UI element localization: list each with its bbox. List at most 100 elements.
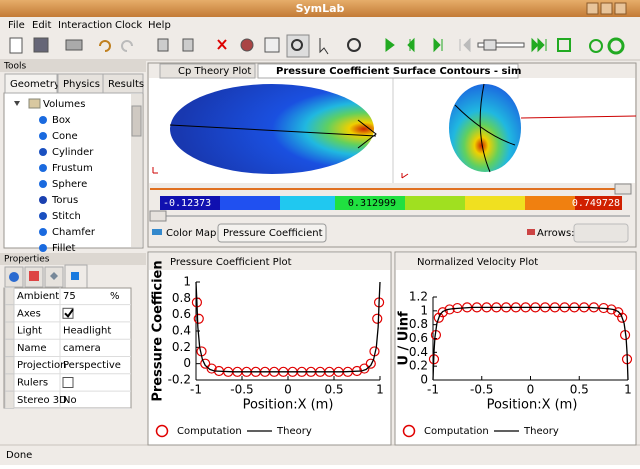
- plot-tab-title[interactable]: Pressure Coefficient Plot: [170, 257, 292, 268]
- tree-view[interactable]: [3, 92, 144, 249]
- tab[interactable]: [102, 73, 144, 94]
- tree-item[interactable]: Chamfer: [52, 227, 96, 238]
- chart: Normalized Velocity Plot-1 -0.5 0 0.5 100.20…: [397, 257, 633, 438]
- x-axis-label: Position:X (m): [487, 398, 578, 413]
- tree-root[interactable]: Volumes: [43, 99, 85, 110]
- menu-item[interactable]: Help: [148, 20, 171, 31]
- title-bar: [0, 0, 640, 17]
- tree-icon: [39, 196, 47, 204]
- menu-item[interactable]: File: [8, 20, 25, 31]
- arrows-select[interactable]: [573, 223, 629, 243]
- x-tick-label: 0.5: [570, 383, 589, 397]
- view-tab[interactable]: [159, 63, 256, 79]
- tree-item[interactable]: Sphere: [52, 179, 87, 190]
- tree-item[interactable]: Stitch: [52, 211, 81, 222]
- row-handle: [4, 286, 15, 306]
- property-value[interactable]: Perspective: [63, 360, 121, 371]
- x-tick-label: -1: [190, 383, 202, 397]
- surface-contour: [170, 84, 374, 174]
- view-tab-label[interactable]: Cp Theory Plot: [178, 66, 251, 77]
- mesh-line: [357, 119, 377, 149]
- tab-label[interactable]: Results: [108, 79, 144, 90]
- property-label: Light: [17, 326, 42, 337]
- plot-tab-bar: [396, 253, 635, 270]
- property-label: Stereo 3D: [17, 395, 67, 406]
- data-point: [372, 313, 383, 324]
- status-text: Done: [6, 450, 32, 461]
- tab-label[interactable]: Physics: [63, 79, 100, 90]
- tree-icon: [39, 164, 47, 172]
- color-map-value[interactable]: Pressure Coefficient: [223, 228, 323, 239]
- tab[interactable]: [4, 73, 58, 94]
- tree-expander[interactable]: [14, 101, 20, 106]
- data-point: [617, 312, 628, 323]
- legend-marker: [155, 424, 169, 438]
- property-label: Projection: [17, 360, 66, 371]
- x-tick-label: 1: [624, 383, 632, 397]
- tree-item[interactable]: Box: [52, 115, 71, 126]
- view-tab-label[interactable]: Pressure Coefficient Surface Contours - …: [276, 66, 521, 77]
- chart: Pressure Coefficient Plot -1 -0.5 0 0.5 1 -0.2…: [151, 257, 385, 438]
- y-tick-label: 0.4: [172, 324, 191, 338]
- tree-item[interactable]: Torus: [51, 195, 78, 206]
- data-point: [606, 304, 617, 315]
- legend-marker: [402, 424, 416, 438]
- toolbar[interactable]: [9, 34, 625, 58]
- plot-tab-title[interactable]: Normalized Velocity Plot: [417, 257, 538, 268]
- x-tick-label: 0.5: [324, 383, 343, 397]
- tree-item[interactable]: Cone: [52, 131, 78, 142]
- data-point: [206, 363, 217, 374]
- y-tick-label: 0.2: [409, 359, 428, 373]
- color-map-select[interactable]: [217, 223, 327, 243]
- row-handle: [4, 373, 15, 392]
- properties-tabs[interactable]: [4, 264, 88, 289]
- colorbar-max: 0.749728: [572, 198, 620, 209]
- tree-icon: [39, 148, 47, 156]
- menu-item[interactable]: Edit: [32, 20, 51, 31]
- property-label: Name: [17, 343, 47, 354]
- tab-label[interactable]: Geometry: [10, 79, 60, 90]
- data-point: [359, 363, 370, 374]
- checkbox[interactable]: [62, 377, 74, 388]
- colorbar-min: -0.12373: [163, 198, 211, 209]
- tree-icon: [39, 228, 47, 236]
- property-label: Axes: [17, 308, 41, 319]
- y-tick-label: 0.6: [172, 307, 191, 321]
- window-buttons[interactable]: [586, 2, 627, 15]
- axis-triad: [401, 173, 409, 179]
- scrollbar[interactable]: [131, 94, 142, 247]
- property-value[interactable]: camera: [63, 343, 101, 354]
- legend-label: Theory: [523, 426, 559, 437]
- colorbar: [160, 196, 622, 210]
- scroll-thumb[interactable]: [131, 105, 142, 137]
- property-unit: %: [110, 291, 120, 302]
- x-axis-label: Position:X (m): [243, 398, 334, 413]
- axis-line: [169, 124, 377, 137]
- x-tick-label: 1: [376, 383, 384, 397]
- menu-item[interactable]: Clock: [115, 20, 142, 31]
- y-axis-label: Pressure Coefficien: [151, 260, 166, 401]
- view-tab[interactable]: [257, 63, 519, 79]
- x-tick-label: -1: [427, 383, 439, 397]
- slider-handle[interactable]: [614, 183, 632, 195]
- y-tick-label: 0: [420, 373, 428, 387]
- menu-item[interactable]: Interaction: [58, 20, 112, 31]
- property-value[interactable]: No: [63, 395, 77, 406]
- property-value[interactable]: Headlight: [63, 326, 111, 337]
- y-tick-label: -0.2: [168, 373, 191, 387]
- axis-line: [520, 115, 637, 119]
- plot-tab-bar: [149, 253, 390, 270]
- y-tick-label: 1: [183, 275, 191, 289]
- tree-item[interactable]: Fillet: [52, 243, 76, 254]
- window-title: SymLab: [296, 2, 345, 15]
- y-tick-label: 1.2: [409, 290, 428, 304]
- tree-item[interactable]: Cylinder: [52, 147, 94, 158]
- tree-item[interactable]: Frustum: [52, 163, 93, 174]
- checkbox[interactable]: [62, 307, 74, 319]
- row-handle: [4, 338, 15, 358]
- x-tick-label: 0: [527, 383, 535, 397]
- slider-handle[interactable]: [149, 210, 167, 222]
- property-value[interactable]: 75: [63, 291, 76, 302]
- property-label: Ambient: [17, 291, 59, 302]
